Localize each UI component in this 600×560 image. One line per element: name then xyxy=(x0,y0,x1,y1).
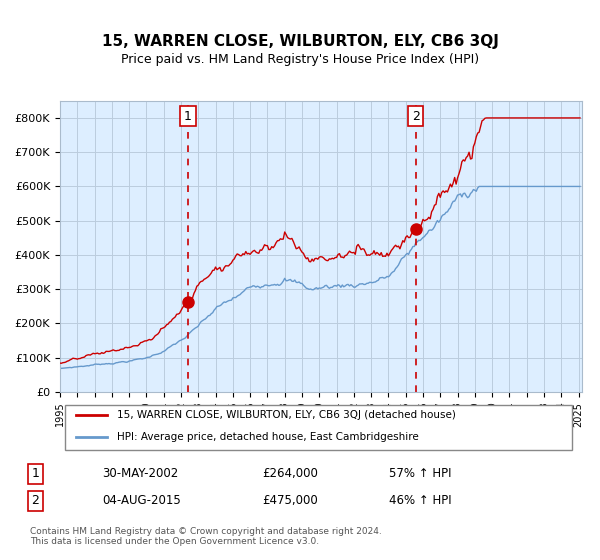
Text: £264,000: £264,000 xyxy=(262,468,318,480)
Text: 30-MAY-2002: 30-MAY-2002 xyxy=(102,468,178,480)
Text: Contains HM Land Registry data © Crown copyright and database right 2024.
This d: Contains HM Land Registry data © Crown c… xyxy=(30,526,382,546)
Text: 46% ↑ HPI: 46% ↑ HPI xyxy=(389,494,451,507)
Text: 04-AUG-2015: 04-AUG-2015 xyxy=(102,494,181,507)
Text: 15, WARREN CLOSE, WILBURTON, ELY, CB6 3QJ: 15, WARREN CLOSE, WILBURTON, ELY, CB6 3Q… xyxy=(101,34,499,49)
Text: 15, WARREN CLOSE, WILBURTON, ELY, CB6 3QJ (detached house): 15, WARREN CLOSE, WILBURTON, ELY, CB6 3Q… xyxy=(118,410,456,420)
Text: 1: 1 xyxy=(184,110,192,123)
Text: £475,000: £475,000 xyxy=(262,494,317,507)
Text: Price paid vs. HM Land Registry's House Price Index (HPI): Price paid vs. HM Land Registry's House … xyxy=(121,53,479,66)
FancyBboxPatch shape xyxy=(65,405,572,450)
Text: 2: 2 xyxy=(412,110,419,123)
Text: 1: 1 xyxy=(32,468,40,480)
Text: 2: 2 xyxy=(32,494,40,507)
Text: 57% ↑ HPI: 57% ↑ HPI xyxy=(389,468,451,480)
Text: HPI: Average price, detached house, East Cambridgeshire: HPI: Average price, detached house, East… xyxy=(118,432,419,442)
